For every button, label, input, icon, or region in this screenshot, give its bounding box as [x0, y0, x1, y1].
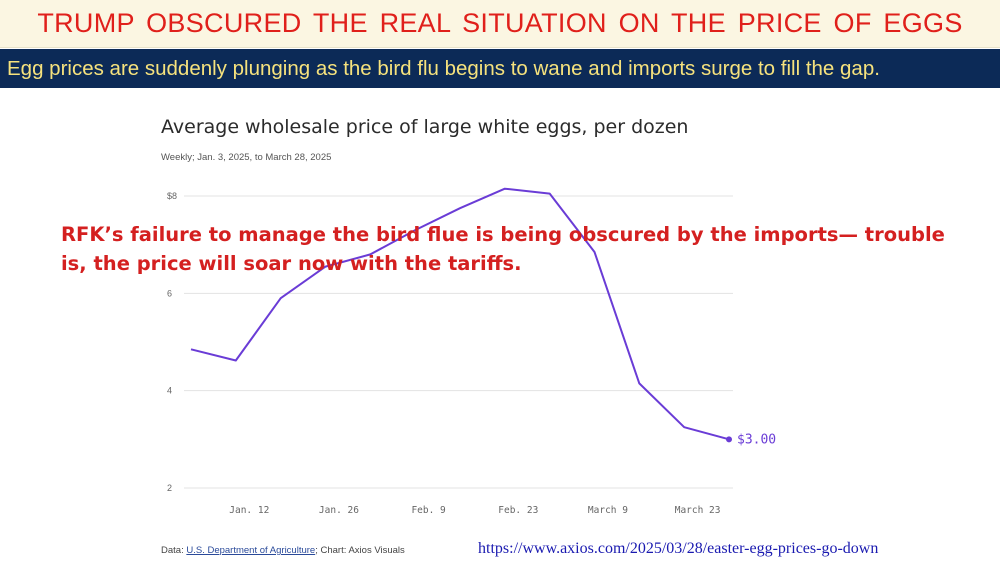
page-subtitle: Egg prices are suddenly plunging as the …: [7, 56, 880, 80]
source-prefix: Data:: [161, 545, 187, 556]
annotation-line-1: RFK’s failure to manage the bird flue is…: [61, 223, 945, 246]
x-tick-label: March 23: [675, 505, 721, 516]
y-tick-label: 2: [167, 483, 172, 493]
end-value-label: $3.00: [737, 432, 776, 447]
x-tick-label: Jan. 26: [319, 505, 359, 516]
source-suffix: ; Chart: Axios Visuals: [315, 545, 405, 556]
y-tick-label: $8: [167, 191, 177, 201]
x-tick-label: Jan. 12: [229, 505, 269, 516]
chart-subtitle: Weekly; Jan. 3, 2025, to March 28, 2025: [161, 152, 332, 163]
page-title: TRUMP OBSCURED THE REAL SITUATION ON THE…: [37, 8, 963, 38]
annotation-line-2: is, the price will soar now with the tar…: [61, 252, 522, 275]
chart-title: Average wholesale price of large white e…: [161, 116, 689, 138]
x-tick-label: Feb. 9: [411, 505, 446, 516]
source-credit: Data: U.S. Department of Agriculture; Ch…: [161, 545, 405, 556]
y-tick-label: 6: [167, 288, 172, 298]
x-tick-label: March 9: [588, 505, 628, 516]
subtitle-banner: Egg prices are suddenly plunging as the …: [0, 49, 1000, 88]
x-tick-label: Feb. 23: [498, 505, 538, 516]
title-banner: TRUMP OBSCURED THE REAL SITUATION ON THE…: [0, 0, 1000, 48]
article-url[interactable]: https://www.axios.com/2025/03/28/easter-…: [478, 540, 879, 557]
source-link[interactable]: U.S. Department of Agriculture: [186, 545, 316, 556]
annotation-text: RFK’s failure to manage the bird flue is…: [61, 220, 961, 278]
y-tick-label: 4: [167, 386, 172, 396]
end-point-marker: [726, 436, 732, 443]
